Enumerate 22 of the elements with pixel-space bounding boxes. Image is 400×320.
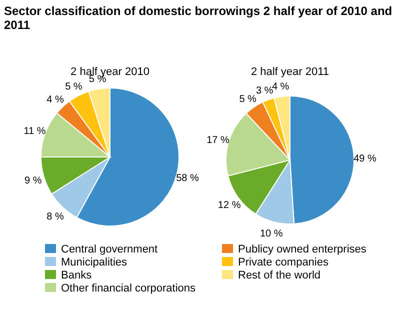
legend-label: Municipalities xyxy=(61,256,128,268)
data-label: 8 % xyxy=(46,211,64,222)
legend-label: Rest of the world xyxy=(238,270,321,282)
data-label: 5 % xyxy=(65,82,82,93)
data-label: 5 % xyxy=(239,94,257,105)
data-label: 17 % xyxy=(206,135,230,146)
data-label: 11 % xyxy=(24,126,46,137)
data-label: 58 % xyxy=(176,172,199,184)
data-label: 4 % xyxy=(272,82,290,93)
legend-label: Private companies xyxy=(238,256,329,268)
legend-label: Banks xyxy=(61,270,92,282)
legend-label: Publicy owned enterprises xyxy=(238,244,367,256)
data-label: 49 % xyxy=(354,154,376,165)
chart-title: Sector classification of domestic borrowings 2 half year of 2010 and 2011 xyxy=(4,4,392,32)
legend-label: Other financial corporations xyxy=(61,282,196,294)
data-label: 10 % xyxy=(260,228,283,240)
data-label: 4 % xyxy=(46,94,64,106)
data-label: 12 % xyxy=(218,200,241,212)
legend-label: Central government xyxy=(61,244,158,256)
chart-subtitle: 2 half year 2011 xyxy=(250,66,330,78)
data-label: 3 % xyxy=(256,85,274,96)
data-label: 9 % xyxy=(24,175,42,186)
